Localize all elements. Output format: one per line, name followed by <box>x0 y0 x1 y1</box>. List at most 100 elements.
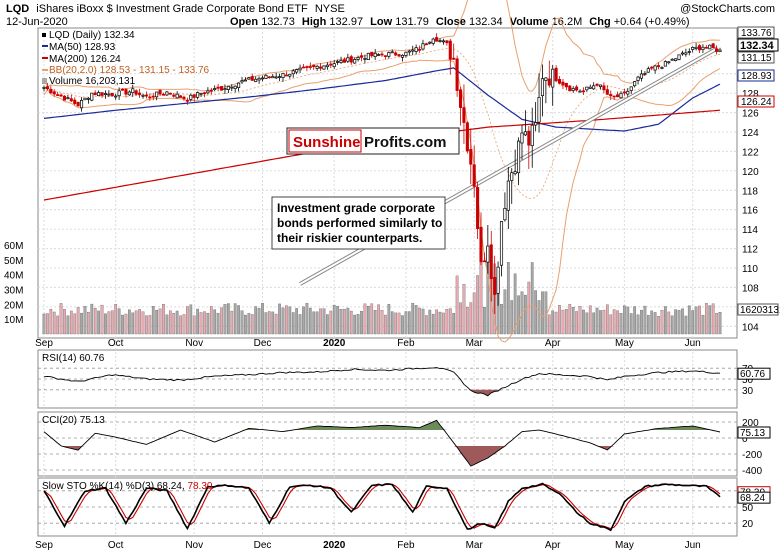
candle-body <box>209 90 213 92</box>
candle-body <box>349 56 353 63</box>
rsi-indicator: 70503060.76 <box>38 364 771 397</box>
x-axis-bottom-label: Feb <box>397 540 415 551</box>
candle-body <box>216 86 220 89</box>
volume-bar <box>517 295 520 335</box>
candle-body <box>581 90 585 93</box>
volume-bar <box>343 308 346 335</box>
candle-body <box>657 65 661 68</box>
volume-bar <box>52 311 56 335</box>
candle-body <box>366 52 370 61</box>
volume-bar <box>547 314 551 335</box>
volume-bar <box>349 310 353 335</box>
candle-body <box>120 88 125 91</box>
candle-body <box>49 88 53 94</box>
candle-body <box>578 90 582 93</box>
volume-bar <box>230 310 234 335</box>
candle-body <box>124 89 128 95</box>
cci-tick-label: 0 <box>742 434 748 445</box>
volume-bar <box>664 306 667 335</box>
candle-body <box>62 95 67 101</box>
candle-body <box>278 76 282 78</box>
volume-bar <box>257 308 261 335</box>
candle-body <box>295 69 299 73</box>
legend-swatch-price <box>42 33 46 37</box>
candle-body <box>544 77 548 81</box>
candle-body <box>506 180 510 211</box>
candle-body <box>138 92 142 95</box>
annotation-box: Investment grade corporate bonds perform… <box>271 196 446 250</box>
candle-body <box>643 73 647 75</box>
candle-body <box>496 266 500 294</box>
candle-body <box>653 65 657 71</box>
volume-bar <box>363 303 367 335</box>
candle-body <box>650 66 654 69</box>
volume-bar <box>397 312 401 335</box>
candle-body <box>291 70 295 75</box>
volume-bar <box>629 313 633 335</box>
volume-bar <box>500 304 503 335</box>
candle-body <box>172 94 176 97</box>
candle-body <box>325 64 329 68</box>
candle-body <box>322 65 326 70</box>
high-value: 132.97 <box>329 16 363 28</box>
candle-body <box>336 61 340 63</box>
price-tick-label: 112 <box>742 245 758 256</box>
price-tick-label: 118 <box>742 186 758 197</box>
rsi-value: 60.76 <box>740 369 765 380</box>
volume-bar <box>411 302 415 335</box>
volume-bar <box>179 315 182 335</box>
candle-body <box>134 90 138 95</box>
volume-bar <box>377 304 380 335</box>
candle-body <box>694 46 698 49</box>
stoch-label-main: Slow STO %K(14) %D(3) 68.24, <box>42 481 185 492</box>
volume-bar <box>418 307 421 335</box>
volume-bar <box>182 314 186 335</box>
volume-bar <box>46 313 49 335</box>
volume-bar <box>162 304 165 335</box>
candle-body <box>715 48 719 52</box>
candle-body <box>520 132 524 144</box>
volume-bar <box>237 305 240 335</box>
x-axis-bottom-label: Jun <box>685 540 701 551</box>
x-axis-bottom-label: Dec <box>254 540 272 551</box>
volume-bar <box>199 312 203 335</box>
candle-body <box>639 73 644 79</box>
legend-volume: Volume 16,203,131 <box>49 76 136 87</box>
marker-131-15: 131.15 <box>741 53 772 64</box>
candle-body <box>455 58 459 91</box>
high-label: High <box>302 16 327 28</box>
volume-bar <box>274 313 278 335</box>
candle-body <box>247 77 251 80</box>
marker-126-24: 126.24 <box>741 97 772 108</box>
volume-bar <box>370 303 374 335</box>
candle-body <box>305 66 309 68</box>
candle-body <box>158 89 162 95</box>
candle-body <box>52 91 56 95</box>
volume-bar <box>561 309 565 335</box>
candle-body <box>319 66 323 69</box>
x-axis-top-label: Oct <box>108 338 124 349</box>
candle-body <box>701 46 705 50</box>
volume-bar <box>698 305 701 335</box>
rsi-tick-label: 30 <box>742 386 754 397</box>
stoch-label-d: 78.30 <box>187 481 212 492</box>
candle-body <box>394 52 398 56</box>
volume-bar <box>609 314 613 335</box>
chg-value: +0.64 (+0.49%) <box>614 16 690 28</box>
volume-bar <box>203 311 206 335</box>
legend-bb: BB(20,2.0) 128.53 - 131.15 - 133.76 <box>49 65 210 76</box>
volume-bar <box>687 305 691 335</box>
logo-part2: Profits.com <box>364 134 447 151</box>
candle-body <box>117 90 121 97</box>
candle-body <box>629 86 633 91</box>
volume-bar <box>319 308 322 335</box>
volume-bar <box>209 306 213 335</box>
legend-swatch-volume <box>42 78 47 84</box>
candle-body <box>397 54 401 57</box>
volume-bar <box>186 306 189 335</box>
volume-bar <box>90 303 94 335</box>
volume-tick-label: 20M <box>4 300 23 311</box>
candle-body <box>131 88 135 94</box>
volume-bar <box>677 310 681 335</box>
candle-body <box>151 95 155 98</box>
